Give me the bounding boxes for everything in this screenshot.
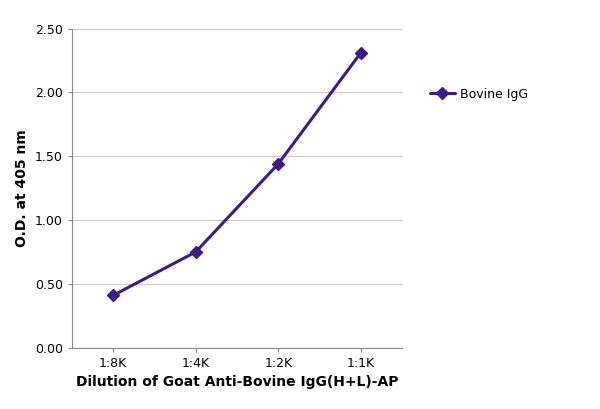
Bovine IgG bbox=[357, 50, 364, 55]
X-axis label: Dilution of Goat Anti-Bovine IgG(H+L)-AP: Dilution of Goat Anti-Bovine IgG(H+L)-AP bbox=[76, 375, 398, 389]
Bovine IgG bbox=[192, 249, 199, 254]
Legend: Bovine IgG: Bovine IgG bbox=[425, 83, 533, 106]
Bovine IgG bbox=[275, 162, 282, 166]
Y-axis label: O.D. at 405 nm: O.D. at 405 nm bbox=[16, 129, 29, 247]
Line: Bovine IgG: Bovine IgG bbox=[109, 49, 365, 299]
Bovine IgG bbox=[110, 293, 117, 298]
